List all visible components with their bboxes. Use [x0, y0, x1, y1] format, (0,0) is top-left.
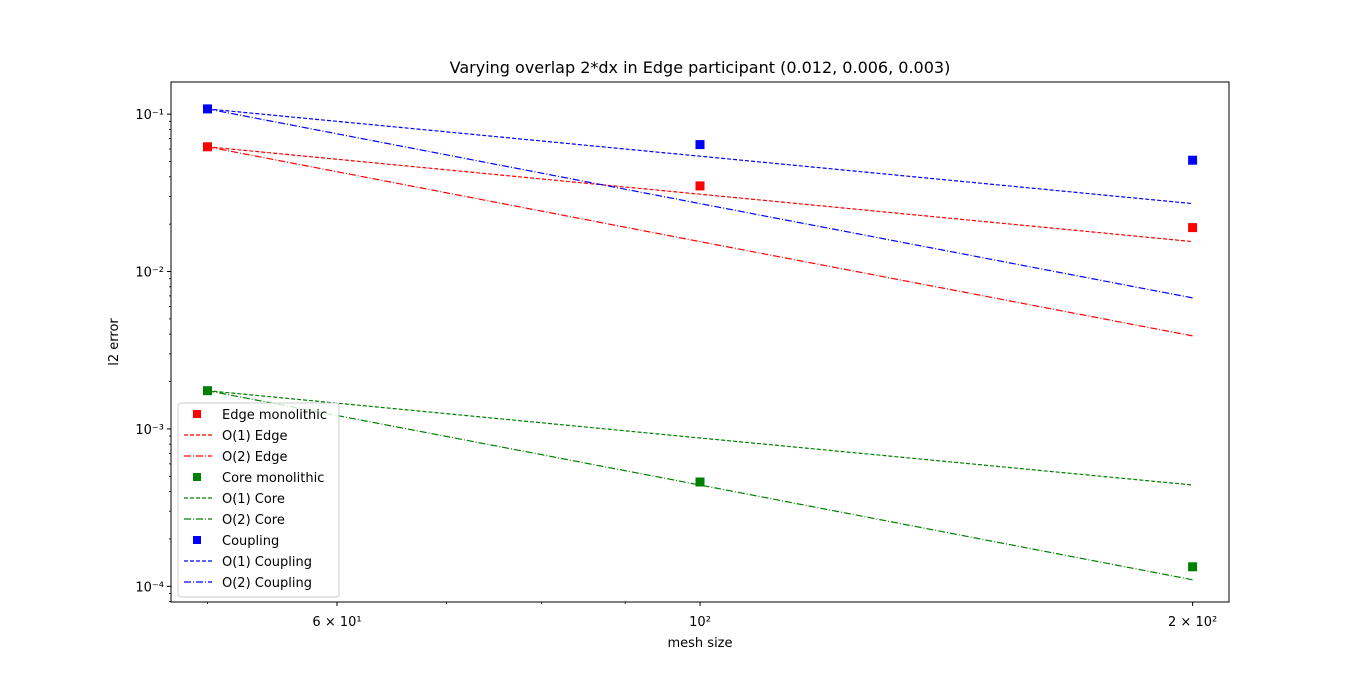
data-point — [695, 477, 705, 487]
legend-marker — [193, 473, 201, 481]
data-point — [203, 386, 212, 396]
legend-marker — [193, 536, 201, 544]
x-tick-label: 2 × 10² — [1168, 615, 1217, 630]
y-tick-label: 10⁻¹ — [135, 108, 164, 123]
y-tick-label: 10⁻⁴ — [135, 580, 164, 595]
y-tick-label: 10⁻³ — [135, 423, 164, 438]
data-point — [695, 140, 705, 150]
legend-label: O(1) Coupling — [222, 555, 312, 570]
legend-label: Edge monolithic — [222, 408, 327, 423]
legend-label: O(1) Core — [222, 492, 285, 507]
y-tick-label: 10⁻² — [135, 266, 164, 281]
data-point — [695, 181, 705, 191]
legend-label: O(2) Core — [222, 513, 285, 528]
legend-label: O(2) Edge — [222, 450, 288, 465]
data-point — [1188, 223, 1198, 233]
legend-box — [177, 402, 340, 598]
legend-label: O(1) Edge — [222, 429, 288, 444]
legend-marker — [193, 410, 201, 418]
x-axis-label: mesh size — [667, 636, 732, 651]
legend-label: O(2) Coupling — [222, 576, 312, 591]
series-line-8 — [207, 108, 1193, 299]
x-tick-label: 6 × 10¹ — [312, 615, 361, 630]
series-line-7 — [207, 108, 1193, 205]
x-tick-label: 10² — [689, 615, 711, 630]
legend: Edge monolithic O(1) Edge O(2) Edge Core mo… — [177, 402, 340, 598]
series-line-2 — [207, 146, 1193, 337]
plot-area — [203, 104, 1198, 581]
data-point — [1188, 155, 1198, 165]
data-point — [203, 104, 212, 114]
legend-label: Core monolithic — [222, 471, 324, 486]
legend-label: Coupling — [222, 534, 279, 549]
axes: 6 × 10¹ 10² 2 × 10² 10⁻¹ 10⁻² 10⁻³ 10⁻⁴ — [135, 108, 1217, 630]
series-line-1 — [207, 146, 1193, 243]
y-axis-label: l2 error — [107, 318, 122, 366]
chart-title: Varying overlap 2*dx in Edge participant… — [450, 58, 951, 77]
data-point — [1188, 562, 1198, 572]
data-point — [203, 142, 212, 152]
series-line-4 — [207, 390, 1193, 486]
